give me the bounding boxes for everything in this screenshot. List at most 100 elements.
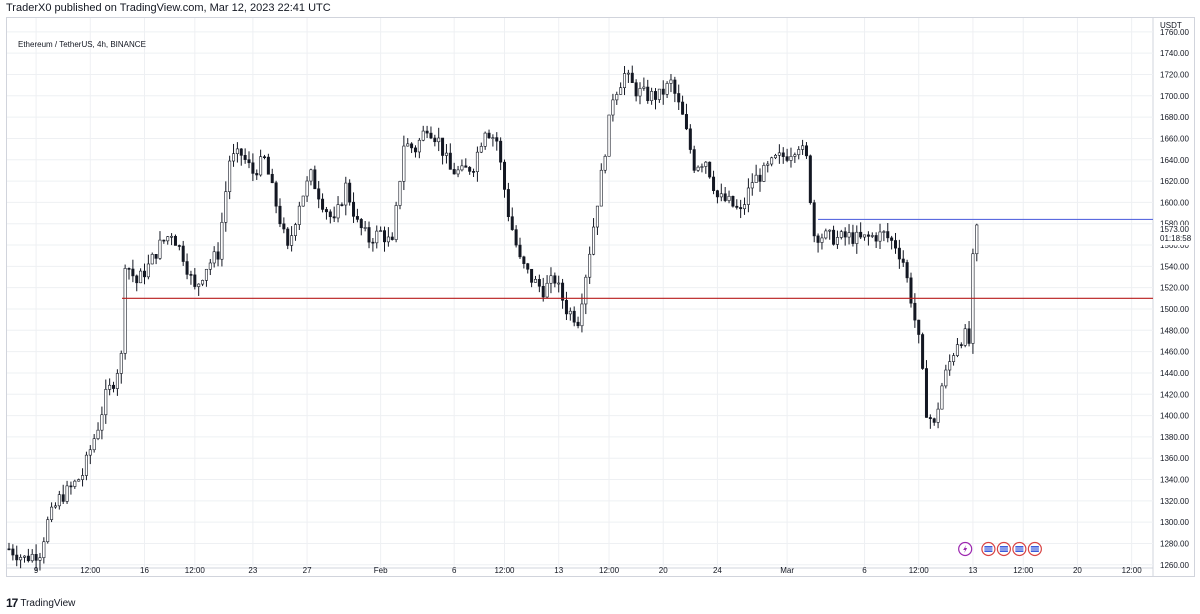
candle-body bbox=[135, 275, 139, 284]
candle-body bbox=[866, 234, 870, 237]
candle-body bbox=[491, 137, 495, 139]
candle-body bbox=[642, 86, 646, 89]
candle-body bbox=[626, 72, 630, 75]
candle-body bbox=[770, 157, 774, 165]
y-tick-label: 1340.00 bbox=[1160, 476, 1189, 485]
y-tick-label: 1560.00 bbox=[1160, 241, 1189, 250]
x-tick-label: 20 bbox=[1073, 566, 1082, 575]
candle-body bbox=[7, 548, 11, 551]
candle-body bbox=[359, 219, 363, 229]
candle-body bbox=[843, 231, 847, 238]
candle-body bbox=[235, 148, 239, 154]
candle-body bbox=[297, 205, 301, 225]
candle-body bbox=[913, 302, 917, 321]
x-tick-label: Feb bbox=[374, 566, 388, 575]
candle-body bbox=[448, 152, 452, 170]
candle-body bbox=[487, 132, 491, 139]
candle-body bbox=[88, 449, 92, 456]
candle-body bbox=[793, 154, 797, 157]
y-tick-label: 1300.00 bbox=[1160, 518, 1189, 527]
candle-body bbox=[634, 82, 638, 97]
candle-body bbox=[588, 253, 592, 278]
candle-body bbox=[127, 268, 131, 270]
x-tick-label: 24 bbox=[713, 566, 722, 575]
candle-body bbox=[700, 166, 704, 168]
candle-body bbox=[42, 541, 46, 558]
y-tick-label: 1440.00 bbox=[1160, 369, 1189, 378]
candle-body bbox=[328, 211, 332, 218]
candle-body bbox=[386, 236, 390, 243]
flag-icon bbox=[999, 546, 1008, 552]
candle-body bbox=[352, 201, 356, 217]
candle-body bbox=[835, 237, 839, 245]
x-tick-label: 12:00 bbox=[1013, 566, 1034, 575]
candle-body bbox=[681, 101, 685, 115]
candlestick-chart[interactable]: 1760.00 1740.00 1720.00 1700.00 1680.00 1660.… bbox=[7, 18, 1194, 576]
candle-body bbox=[661, 88, 665, 95]
y-tick-label: 1660.00 bbox=[1160, 134, 1189, 143]
chart-frame[interactable]: 1760.00 1740.00 1720.00 1700.00 1680.00 1660.… bbox=[6, 17, 1195, 577]
candle-body bbox=[708, 161, 712, 178]
candle-body bbox=[464, 165, 468, 168]
candle-body bbox=[57, 494, 61, 507]
candle-body bbox=[274, 182, 278, 207]
candle-body bbox=[383, 230, 387, 243]
candle-body bbox=[882, 231, 886, 233]
y-axis-unit-label: USDT bbox=[1160, 21, 1182, 30]
candle-body bbox=[572, 310, 576, 323]
candle-body bbox=[503, 161, 507, 190]
y-tick-label: 1260.00 bbox=[1160, 561, 1189, 570]
candle-body bbox=[568, 310, 572, 315]
candle-body bbox=[584, 276, 588, 305]
candle-body bbox=[104, 389, 108, 416]
candle-body bbox=[344, 182, 348, 206]
candle-body bbox=[824, 230, 828, 239]
y-tick-label: 1700.00 bbox=[1160, 92, 1189, 101]
candle-body bbox=[324, 209, 328, 213]
candle-body bbox=[475, 151, 479, 173]
candle-body bbox=[228, 160, 232, 192]
y-tick-label: 1460.00 bbox=[1160, 348, 1189, 357]
candle-body bbox=[413, 147, 417, 153]
candle-body bbox=[684, 114, 688, 130]
candle-body bbox=[928, 417, 932, 419]
candle-body bbox=[394, 205, 398, 240]
candle-body bbox=[959, 344, 963, 346]
candle-body bbox=[444, 152, 448, 156]
candle-body bbox=[232, 153, 236, 162]
candle-body bbox=[251, 162, 255, 174]
candle-body bbox=[367, 227, 371, 243]
candle-body bbox=[96, 429, 100, 439]
x-tick-label: 12:00 bbox=[80, 566, 101, 575]
y-tick-label: 1400.00 bbox=[1160, 412, 1189, 421]
brand-name: TradingView bbox=[20, 597, 76, 609]
candle-body bbox=[646, 86, 650, 101]
candle-body bbox=[576, 321, 580, 327]
candle-body bbox=[429, 132, 433, 139]
candle-body bbox=[30, 554, 34, 562]
candle-body bbox=[50, 506, 54, 520]
candle-body bbox=[599, 169, 603, 207]
x-tick-label: 6 bbox=[452, 566, 457, 575]
candle-body bbox=[119, 353, 123, 374]
y-tick-label: 1540.00 bbox=[1160, 262, 1189, 271]
candle-body bbox=[712, 176, 716, 191]
y-tick-label: 1640.00 bbox=[1160, 156, 1189, 165]
candle-body bbox=[619, 87, 623, 95]
candle-body bbox=[53, 505, 57, 508]
candle-body bbox=[390, 236, 394, 240]
brand-footer[interactable]: 17 TradingView bbox=[6, 596, 75, 610]
candle-body bbox=[944, 369, 948, 387]
candle-body bbox=[812, 202, 816, 237]
candle-body bbox=[483, 132, 487, 147]
candle-body bbox=[719, 193, 723, 198]
candle-body bbox=[220, 222, 224, 260]
candle-body bbox=[526, 263, 530, 270]
symbol-legend[interactable]: Ethereum / TetherUS, 4h, BINANCE bbox=[18, 40, 146, 49]
candle-body bbox=[518, 244, 522, 258]
candle-body bbox=[549, 275, 553, 284]
flag-icon bbox=[1030, 546, 1039, 552]
candle-body bbox=[26, 555, 30, 562]
candle-body bbox=[638, 88, 642, 97]
candle-body bbox=[955, 344, 959, 356]
